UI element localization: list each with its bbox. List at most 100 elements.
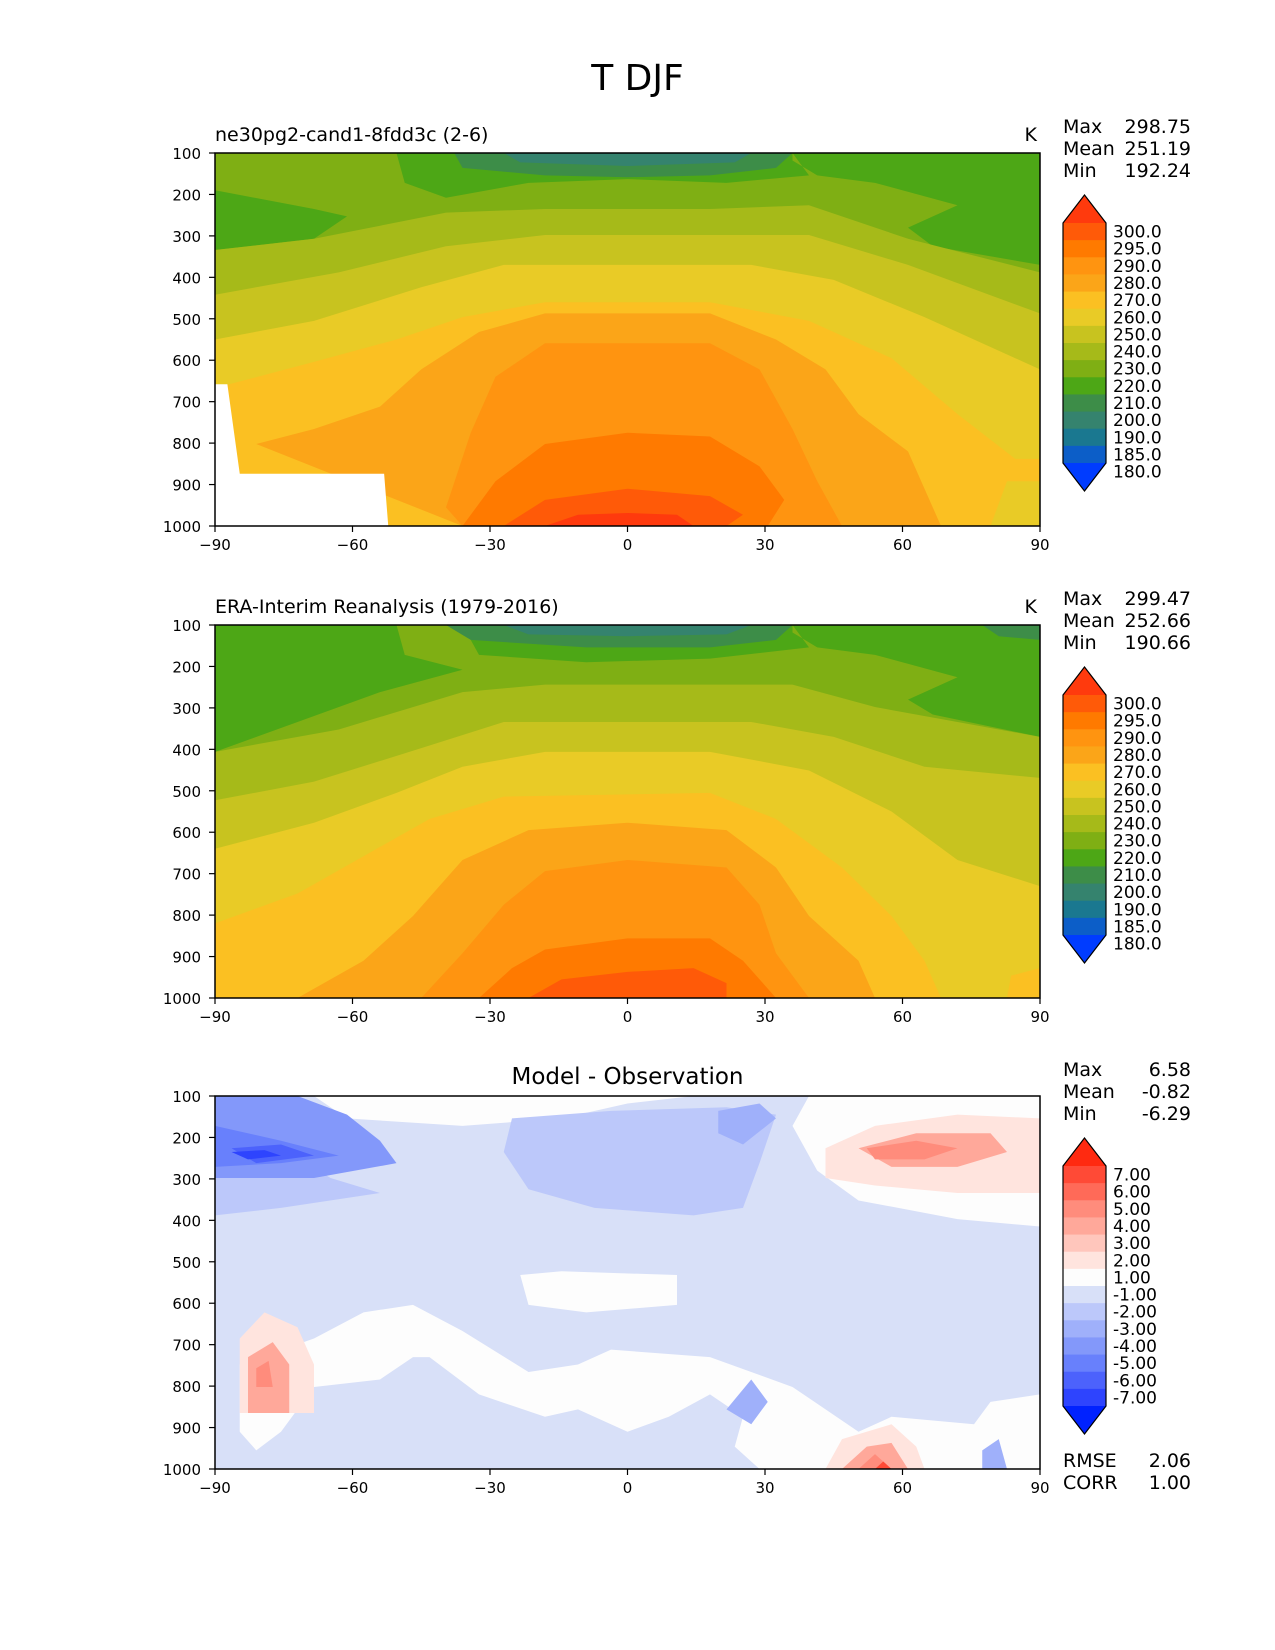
colorbar-label: -5.00 xyxy=(1113,1354,1157,1374)
contour-level-12 xyxy=(875,1461,892,1469)
colorbar-segment xyxy=(1063,1200,1106,1218)
x-tick-label: 30 xyxy=(755,1479,774,1497)
x-tick-label: −60 xyxy=(337,1479,369,1497)
colorbar-label: -7.00 xyxy=(1113,1388,1157,1408)
contour-panel-2: ERA-Interim Reanalysis (1979-2016) K 100 20… xyxy=(163,588,1191,1026)
y-tick-label: 600 xyxy=(172,352,201,370)
panel-title: Model - Observation xyxy=(511,1064,743,1090)
colorbar-segment xyxy=(1063,849,1106,867)
colorbar-extend-max xyxy=(1063,1138,1106,1166)
stat-value: 251.19 xyxy=(1125,138,1191,160)
metric-value: 2.06 xyxy=(1149,1450,1191,1472)
y-tick-label: 800 xyxy=(172,907,201,925)
colorbar-label: 200.0 xyxy=(1113,883,1162,903)
colorbar-label: 260.0 xyxy=(1113,780,1162,800)
colorbar-segment xyxy=(1063,377,1106,395)
y-tick-label: 800 xyxy=(172,1378,201,1396)
colorbar-segment xyxy=(1063,445,1106,464)
colorbar-label: 295.0 xyxy=(1113,240,1162,260)
y-tick-label: 300 xyxy=(172,700,201,718)
colorbar-segment xyxy=(1063,1234,1106,1253)
colorbar-segment xyxy=(1063,763,1106,782)
colorbar-label: 230.0 xyxy=(1113,360,1162,380)
colorbar: 300.0295.0290.0280.0270.0260.0250.0240.0… xyxy=(1062,194,1162,492)
stat-value: 190.66 xyxy=(1125,632,1191,654)
metric-value: 1.00 xyxy=(1149,1472,1191,1494)
stat-value: 192.24 xyxy=(1125,160,1191,182)
colorbar-label: 210.0 xyxy=(1113,866,1162,886)
contour-level-12 xyxy=(528,968,727,998)
stat-label: Mean xyxy=(1063,610,1115,632)
colorbar-segment xyxy=(1063,325,1106,344)
colorbar-segment xyxy=(1063,394,1106,413)
colorbar-extend-min xyxy=(1063,1406,1106,1434)
colorbar-segment xyxy=(1063,1337,1106,1356)
colorbar-segment xyxy=(1063,712,1106,730)
x-tick-label: 60 xyxy=(893,1479,912,1497)
colorbar-segment xyxy=(1063,360,1106,378)
figure-title: T DJF xyxy=(591,58,684,99)
stat-label: Min xyxy=(1063,632,1097,654)
colorbar-segment xyxy=(1063,883,1106,902)
colorbar-segment xyxy=(1063,917,1106,936)
colorbar-segment xyxy=(1063,343,1106,361)
y-tick-label: 500 xyxy=(172,783,201,801)
colorbar-label: 4.00 xyxy=(1113,1217,1151,1237)
stat-label: Min xyxy=(1063,1103,1097,1125)
contour-level-2 xyxy=(215,625,1040,752)
stat-value: 299.47 xyxy=(1125,588,1191,610)
colorbar: 7.006.005.004.003.002.001.00-1.00-2.00-3… xyxy=(1062,1137,1157,1435)
stat-value: 252.66 xyxy=(1125,610,1191,632)
colorbar-segment xyxy=(1063,411,1106,430)
y-tick-label: 900 xyxy=(172,477,201,495)
colorbar-segment xyxy=(1063,729,1106,747)
colorbar-segment xyxy=(1063,308,1106,327)
colorbar-label: -3.00 xyxy=(1113,1320,1157,1340)
colorbar-outline xyxy=(1062,1137,1107,1435)
colorbar-extend-min xyxy=(1063,463,1106,491)
colorbar-label: 270.0 xyxy=(1113,763,1162,783)
missing-data-mask xyxy=(215,384,389,526)
colorbar-segment xyxy=(1063,1251,1106,1270)
colorbar-label: 300.0 xyxy=(1113,695,1162,715)
colorbar-segment xyxy=(1063,832,1106,850)
x-tick-label: 90 xyxy=(1030,1479,1049,1497)
contour-fill xyxy=(215,1096,1040,1469)
contour-level-4 xyxy=(503,625,752,637)
contour-level-4 xyxy=(503,153,752,167)
colorbar-extend-min xyxy=(1063,935,1106,963)
y-tick-label: 400 xyxy=(172,1212,201,1230)
x-tick-label: 30 xyxy=(755,536,774,554)
colorbar-label: 220.0 xyxy=(1113,377,1162,397)
x-tick-label: −90 xyxy=(199,1479,231,1497)
colorbar-segment xyxy=(1063,257,1106,275)
colorbar-segment xyxy=(1063,1268,1106,1287)
y-tick-label: 700 xyxy=(172,866,201,884)
colorbar-label: 180.0 xyxy=(1113,935,1162,955)
colorbar-label: 180.0 xyxy=(1113,463,1162,483)
contour-level-3 xyxy=(215,1107,776,1216)
stat-value: -6.29 xyxy=(1142,1103,1191,1125)
colorbar-label: 280.0 xyxy=(1113,746,1162,766)
colorbar-label: 230.0 xyxy=(1113,832,1162,852)
contour-fill xyxy=(215,153,1040,526)
y-tick-label: 300 xyxy=(172,1171,201,1189)
contour-panel-3: Model - Observation100200300400500600700… xyxy=(163,1059,1191,1497)
colorbar-label: 3.00 xyxy=(1113,1234,1151,1254)
stat-label: Mean xyxy=(1063,138,1115,160)
contour-level-2 xyxy=(215,153,1040,265)
x-tick-label: 90 xyxy=(1030,536,1049,554)
contour-level-13 xyxy=(1007,968,1040,998)
colorbar-segment xyxy=(1063,695,1106,713)
colorbar-segment xyxy=(1063,815,1106,833)
x-tick-label: 0 xyxy=(623,1479,633,1497)
colorbar-segment xyxy=(1063,866,1106,885)
colorbar-extend-max xyxy=(1063,195,1106,223)
colorbar-segment xyxy=(1063,1388,1106,1407)
colorbar-label: 260.0 xyxy=(1113,308,1162,328)
y-tick-label: 500 xyxy=(172,311,201,329)
stat-label: Max xyxy=(1063,588,1102,610)
x-tick-label: −30 xyxy=(474,1479,506,1497)
metric-label: RMSE xyxy=(1063,1450,1117,1472)
colorbar-segment xyxy=(1063,1320,1106,1338)
